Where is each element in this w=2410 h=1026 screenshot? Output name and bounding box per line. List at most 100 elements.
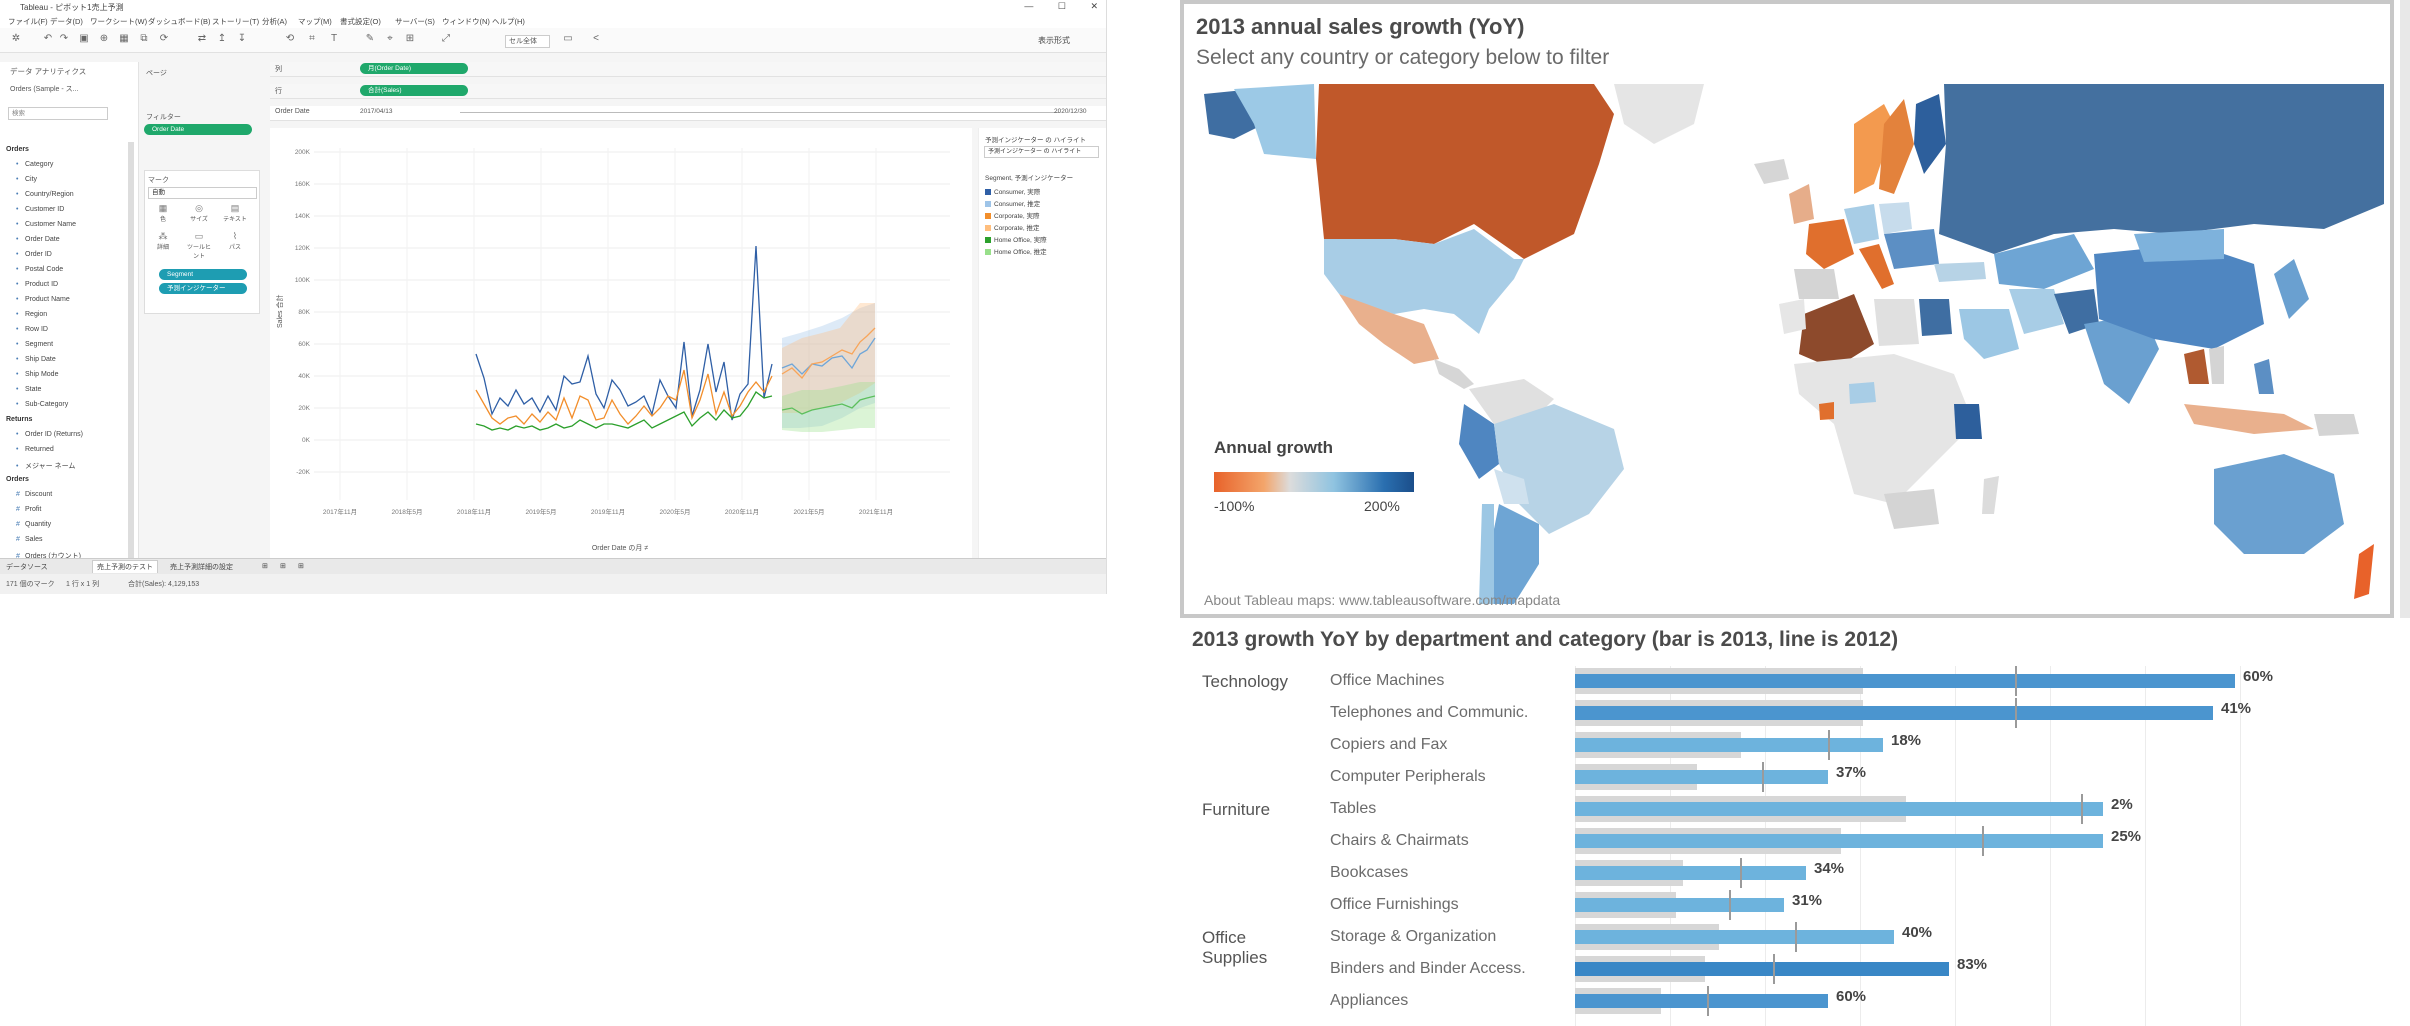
country-peru[interactable] bbox=[1459, 404, 1499, 479]
rows-pill-sales[interactable]: 合計(Sales) bbox=[360, 85, 468, 96]
department-office-supplies[interactable]: Office Supplies bbox=[1202, 928, 1268, 967]
country-saudi-arabia[interactable] bbox=[1959, 309, 2019, 359]
text-button[interactable]: ▤ テキスト bbox=[221, 203, 249, 227]
fix-axes-icon[interactable]: ⊞ bbox=[405, 33, 415, 44]
country-morocco[interactable] bbox=[1779, 299, 1806, 334]
country-germany[interactable] bbox=[1844, 204, 1879, 244]
swap-icon[interactable]: ⇄ bbox=[197, 33, 207, 44]
menu-dashboard[interactable]: ダッシュボード(B) bbox=[148, 17, 211, 26]
world-map[interactable] bbox=[1194, 84, 2384, 604]
category-label[interactable]: Telephones and Communic. bbox=[1330, 704, 1529, 721]
new-dashboard-tab-icon[interactable]: ⊞ bbox=[280, 563, 286, 570]
close-button[interactable]: ✕ bbox=[1090, 1, 1098, 11]
category-label[interactable]: Storage & Organization bbox=[1330, 928, 1497, 945]
menu-worksheet[interactable]: ワークシート(W) bbox=[90, 17, 148, 26]
field-item[interactable]: • State bbox=[16, 386, 41, 393]
minimize-button[interactable]: — bbox=[1024, 1, 1034, 11]
color-button[interactable]: ▦ 色 bbox=[149, 203, 177, 227]
field-item[interactable]: • Row ID bbox=[16, 326, 48, 333]
menu-window[interactable]: ウィンドウ(N) bbox=[442, 17, 490, 26]
tableau-logo-icon[interactable]: ✲ bbox=[11, 33, 21, 44]
labels-icon[interactable]: T bbox=[330, 33, 338, 44]
category-label[interactable]: Appliances bbox=[1330, 992, 1409, 1009]
tab-forecast-test[interactable]: 売上予測のテスト bbox=[92, 560, 158, 573]
country-australia[interactable] bbox=[2214, 454, 2344, 554]
country-thailand[interactable] bbox=[2184, 349, 2209, 384]
maximize-button[interactable]: ☐ bbox=[1057, 1, 1066, 11]
country-kenya[interactable] bbox=[1954, 404, 1982, 439]
country-usa-alaska-ext[interactable] bbox=[1234, 84, 1316, 159]
segment-color-pill[interactable]: Segment bbox=[159, 269, 247, 280]
field-item[interactable]: • Customer ID bbox=[16, 206, 64, 213]
country-finland[interactable] bbox=[1914, 94, 1946, 174]
menu-format[interactable]: 書式設定(O) bbox=[340, 17, 381, 26]
country-central-america[interactable] bbox=[1434, 359, 1474, 389]
country-vietnam[interactable] bbox=[2209, 346, 2224, 384]
clear-icon[interactable]: ⟲ bbox=[285, 33, 295, 44]
detail-button[interactable]: ⁂ 詳細 bbox=[149, 231, 177, 255]
country-china[interactable] bbox=[2094, 244, 2264, 349]
menu-server[interactable]: サーバー(S) bbox=[395, 17, 435, 26]
country-east-europe[interactable] bbox=[1884, 229, 1939, 269]
department-technology[interactable]: Technology bbox=[1202, 672, 1289, 691]
field-item[interactable]: • Sub-Category bbox=[16, 401, 68, 408]
path-button[interactable]: ⌇ パス bbox=[221, 231, 249, 255]
datasource-name[interactable]: Orders (Sample - ス... bbox=[10, 86, 79, 93]
field-item[interactable]: • Country/Region bbox=[16, 191, 74, 198]
menu-help[interactable]: ヘルプ(H) bbox=[492, 17, 525, 26]
menu-story[interactable]: ストーリー(T) bbox=[212, 17, 260, 26]
legend-item[interactable]: Consumer, 推定 bbox=[985, 198, 1040, 208]
menu-file[interactable]: ファイル(F) bbox=[8, 17, 48, 26]
country-italy[interactable] bbox=[1859, 244, 1894, 289]
field-item[interactable]: • City bbox=[16, 176, 37, 183]
country-south-africa[interactable] bbox=[1884, 489, 1939, 529]
columns-pill-order-date[interactable]: 月(Order Date) bbox=[360, 63, 468, 74]
data-pane-scrollbar[interactable] bbox=[128, 142, 134, 562]
tab-data-source[interactable]: データソース bbox=[6, 564, 48, 571]
country-afghanistan-pakistan[interactable] bbox=[2054, 289, 2099, 334]
bar-2013[interactable] bbox=[1575, 802, 2103, 816]
bar-2013[interactable] bbox=[1575, 738, 1883, 752]
country-egypt[interactable] bbox=[1919, 299, 1952, 336]
dashboard-scrollbar[interactable] bbox=[2400, 0, 2410, 618]
menu-map[interactable]: マップ(M) bbox=[298, 17, 332, 26]
save-icon[interactable]: ▣ bbox=[79, 33, 89, 44]
country-iceland[interactable] bbox=[1754, 159, 1789, 184]
new-datasource-icon[interactable]: ⊕ bbox=[99, 33, 109, 44]
country-india[interactable] bbox=[2084, 314, 2159, 404]
pin-icon[interactable]: ⌖ bbox=[387, 33, 393, 44]
highlight-icon[interactable]: ✎ bbox=[365, 33, 375, 44]
country-algeria[interactable] bbox=[1799, 294, 1874, 369]
new-story-tab-icon[interactable]: ⊞ bbox=[298, 563, 304, 570]
field-item[interactable]: • Category bbox=[16, 161, 53, 168]
country-kazakhstan[interactable] bbox=[1994, 234, 2094, 289]
country-iran[interactable] bbox=[2009, 289, 2064, 334]
data-pane-tabs[interactable]: データ アナリティクス bbox=[10, 67, 87, 76]
country-ghana[interactable] bbox=[1819, 402, 1834, 420]
field-search-input[interactable]: 検索 bbox=[8, 107, 108, 120]
bar-2013[interactable] bbox=[1575, 834, 2103, 848]
category-label[interactable]: Chairs & Chairmats bbox=[1330, 832, 1469, 849]
bar-2013[interactable] bbox=[1575, 898, 1784, 912]
category-label[interactable]: Office Machines bbox=[1330, 672, 1445, 689]
country-argentina[interactable] bbox=[1489, 504, 1539, 604]
refresh-icon[interactable]: ⟳ bbox=[159, 33, 169, 44]
field-item[interactable]: • Returned bbox=[16, 446, 54, 453]
country-bolivia[interactable] bbox=[1494, 469, 1529, 504]
field-group-orders-0[interactable]: Orders bbox=[6, 146, 29, 153]
legend-item[interactable]: Consumer, 実際 bbox=[985, 186, 1040, 196]
highlight-select[interactable]: 予測インジケーター の ハイライト bbox=[984, 146, 1099, 158]
menu-data[interactable]: データ(D) bbox=[50, 17, 83, 26]
country-usa[interactable] bbox=[1324, 229, 1524, 334]
legend-item[interactable]: Corporate, 実際 bbox=[985, 210, 1040, 220]
country-indonesia[interactable] bbox=[2184, 404, 2314, 434]
sort-desc-icon[interactable]: ↧ bbox=[237, 33, 247, 44]
sort-asc-icon[interactable]: ↥ bbox=[217, 33, 227, 44]
country-philippines[interactable] bbox=[2254, 359, 2274, 394]
map-credit-link[interactable]: About Tableau maps: www.tableausoftware.… bbox=[1204, 592, 1561, 608]
bar-2013[interactable] bbox=[1575, 770, 1828, 784]
legend-item[interactable]: Corporate, 推定 bbox=[985, 222, 1040, 232]
field-item[interactable]: • Product Name bbox=[16, 296, 70, 303]
columns-shelf[interactable]: 列 月(Order Date) bbox=[270, 62, 1106, 77]
country-mongolia[interactable] bbox=[2134, 229, 2224, 262]
